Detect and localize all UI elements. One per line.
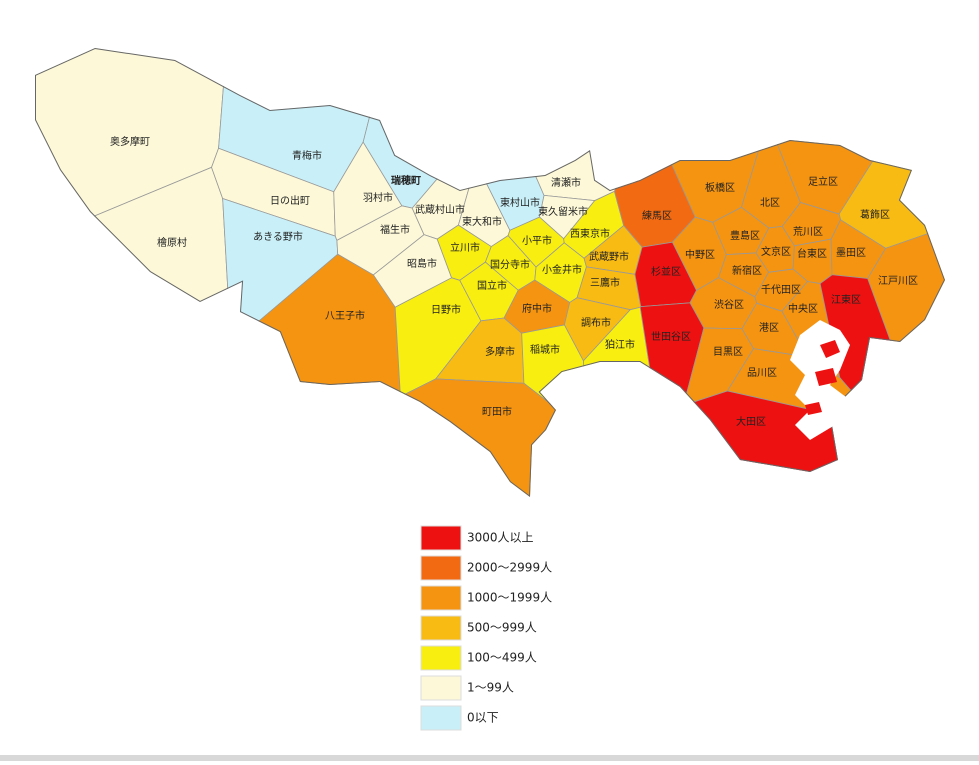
region-label: 千代田区 bbox=[761, 284, 801, 296]
legend-label: 0以下 bbox=[467, 711, 499, 725]
legend-swatch bbox=[420, 555, 462, 581]
region-label: 瑞穂町 bbox=[391, 174, 421, 187]
region-label: 台東区 bbox=[797, 247, 827, 260]
bottom-bar bbox=[0, 755, 979, 761]
legend-label: 100～499人 bbox=[467, 651, 537, 665]
region-label: 日野市 bbox=[431, 303, 461, 316]
region-label: 葛飾区 bbox=[860, 208, 890, 221]
region-label: 国分寺市 bbox=[490, 258, 530, 271]
region-label: 江戸川区 bbox=[878, 275, 918, 287]
region bbox=[619, 390, 945, 497]
legend-swatch bbox=[420, 645, 462, 671]
region-label: 西東京市 bbox=[570, 227, 610, 240]
legend-swatch bbox=[420, 675, 462, 701]
region bbox=[867, 215, 945, 497]
region-label: 東村山市 bbox=[500, 196, 540, 209]
region-label: 品川区 bbox=[747, 367, 777, 379]
region-label: 三鷹市 bbox=[590, 276, 620, 289]
region-label: 小平市 bbox=[522, 234, 552, 247]
region-label: 府中市 bbox=[522, 302, 552, 315]
region-label: 足立区 bbox=[808, 175, 838, 188]
region-label: 羽村市 bbox=[363, 191, 393, 204]
region-label: 世田谷区 bbox=[651, 331, 691, 343]
region-label: 北区 bbox=[760, 197, 780, 209]
region-label: 調布市 bbox=[581, 316, 611, 329]
region-label: 目黒区 bbox=[713, 346, 743, 358]
region-label: 板橋区 bbox=[705, 181, 735, 194]
legend-label: 1000～1999人 bbox=[467, 591, 552, 605]
legend-label: 1～99人 bbox=[467, 681, 514, 695]
region-label: 多摩市 bbox=[485, 345, 515, 358]
region-label: 大田区 bbox=[736, 415, 766, 428]
region-label: 檜原村 bbox=[157, 236, 187, 249]
legend-label: 2000～2999人 bbox=[467, 561, 552, 575]
region-label: 奥多摩町 bbox=[110, 135, 150, 148]
landfill bbox=[805, 340, 840, 415]
region-label: 練馬区 bbox=[642, 209, 672, 222]
region-label: 日の出町 bbox=[270, 194, 310, 207]
region-label: 町田市 bbox=[482, 405, 512, 418]
region-label: 墨田区 bbox=[836, 247, 866, 259]
region bbox=[487, 48, 650, 202]
region-label: 新宿区 bbox=[732, 264, 762, 277]
region-label: 清瀬市 bbox=[551, 176, 581, 189]
region-label: 豊島区 bbox=[730, 229, 760, 242]
region-label: 武蔵村山市 bbox=[415, 203, 465, 216]
legend-label: 500～999人 bbox=[467, 621, 537, 635]
region-label: 立川市 bbox=[450, 241, 480, 254]
region-label: 中央区 bbox=[788, 302, 818, 315]
region-label: 八王子市 bbox=[325, 309, 365, 322]
legend-swatch bbox=[420, 525, 462, 551]
region-label: 狛江市 bbox=[605, 338, 635, 351]
legend-swatch bbox=[420, 615, 462, 641]
region-label: 江東区 bbox=[831, 293, 861, 306]
region-label: 昭島市 bbox=[407, 257, 437, 270]
legend-swatch bbox=[420, 705, 462, 731]
region-label: 青梅市 bbox=[292, 149, 322, 162]
region-label: 荒川区 bbox=[793, 226, 823, 238]
region-label: 小金井市 bbox=[542, 263, 582, 276]
region-label: 杉並区 bbox=[651, 265, 681, 278]
region bbox=[35, 166, 232, 497]
region-label: 国立市 bbox=[477, 279, 507, 292]
region-label: 東大和市 bbox=[462, 215, 502, 228]
legend-swatch bbox=[420, 585, 462, 611]
region-label: 港区 bbox=[759, 322, 779, 334]
region-label: 東久留米市 bbox=[538, 205, 588, 218]
region bbox=[321, 378, 622, 497]
legend: 3000人以上 2000～2999人 1000～1999人 500～999人 100～4… bbox=[420, 525, 552, 731]
legend-label: 3000人以上 bbox=[467, 531, 534, 545]
region-label: 福生市 bbox=[380, 223, 410, 236]
region-label: 文京区 bbox=[761, 245, 791, 258]
region-label: 渋谷区 bbox=[714, 298, 744, 311]
region-label: あきる野市 bbox=[253, 230, 303, 243]
region-label: 武蔵野市 bbox=[589, 250, 629, 263]
region-label: 中野区 bbox=[685, 248, 715, 261]
region-label: 稲城市 bbox=[530, 343, 560, 356]
